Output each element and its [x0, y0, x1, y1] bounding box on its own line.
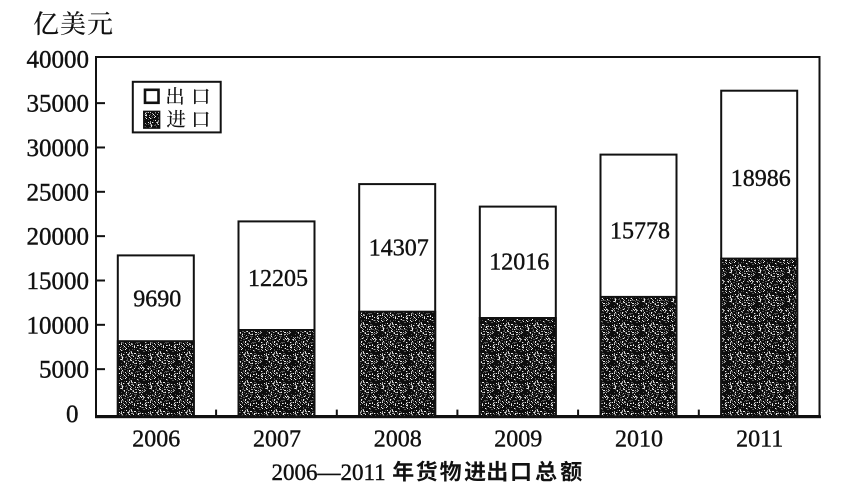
svg-text:2009: 2009: [494, 427, 542, 453]
svg-text:2008: 2008: [374, 427, 422, 453]
svg-text:2010: 2010: [615, 427, 663, 453]
svg-text:2006—2011: 2006—2011: [272, 460, 386, 485]
svg-text:20000: 20000: [27, 224, 90, 251]
svg-text:25000: 25000: [27, 179, 90, 206]
svg-text:2011: 2011: [736, 427, 783, 453]
svg-text:18986: 18986: [731, 166, 791, 192]
svg-text:30000: 30000: [27, 135, 90, 162]
svg-text:12016: 12016: [489, 249, 549, 275]
svg-text:35000: 35000: [27, 91, 90, 118]
svg-text:15778: 15778: [610, 218, 670, 244]
svg-text:5000: 5000: [39, 357, 89, 384]
svg-text:0: 0: [66, 401, 79, 428]
svg-text:40000: 40000: [27, 46, 90, 73]
svg-text:10000: 10000: [27, 312, 90, 339]
svg-text:9690: 9690: [133, 287, 181, 313]
svg-text:12205: 12205: [248, 266, 308, 292]
svg-text:15000: 15000: [27, 268, 90, 295]
svg-text:2007: 2007: [253, 427, 301, 453]
svg-text:14307: 14307: [369, 236, 429, 262]
svg-text:2006: 2006: [132, 427, 180, 453]
